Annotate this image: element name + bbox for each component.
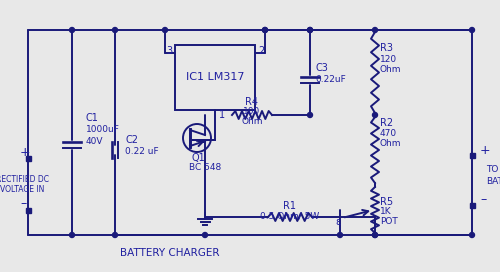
- Text: R2: R2: [380, 118, 393, 128]
- Text: 3: 3: [166, 46, 172, 56]
- Text: +: +: [20, 146, 30, 159]
- Text: 0.5 Ohm/ 5W: 0.5 Ohm/ 5W: [260, 212, 320, 221]
- Circle shape: [202, 233, 207, 237]
- Text: 40V: 40V: [86, 137, 104, 146]
- Text: C2: C2: [125, 135, 138, 145]
- Text: 2: 2: [258, 46, 264, 56]
- Circle shape: [112, 233, 117, 237]
- Text: R5: R5: [380, 197, 393, 207]
- Text: C3: C3: [315, 63, 328, 73]
- Text: POT: POT: [380, 218, 398, 227]
- Text: Q1: Q1: [192, 153, 206, 163]
- Circle shape: [308, 27, 312, 32]
- Circle shape: [308, 27, 312, 32]
- Bar: [175, 45, 255, 110]
- Text: 1000uF: 1000uF: [86, 125, 120, 134]
- Circle shape: [70, 27, 74, 32]
- Text: C1: C1: [86, 113, 99, 123]
- Text: –: –: [21, 197, 27, 211]
- Text: R4: R4: [246, 97, 258, 107]
- Text: 120: 120: [380, 54, 397, 63]
- Text: VOLTAGE IN: VOLTAGE IN: [0, 186, 44, 194]
- Text: R3: R3: [380, 43, 393, 53]
- Text: Ohm: Ohm: [380, 64, 402, 73]
- Circle shape: [470, 27, 474, 32]
- Text: RECTIFIED DC: RECTIFIED DC: [0, 175, 48, 184]
- Circle shape: [372, 233, 378, 237]
- Bar: [26, 156, 30, 160]
- Circle shape: [470, 233, 474, 237]
- Text: BATTERY CHARGER: BATTERY CHARGER: [120, 248, 220, 258]
- Circle shape: [308, 113, 312, 118]
- Text: ε: ε: [336, 217, 340, 227]
- Text: +: +: [480, 144, 490, 156]
- Text: Ohm: Ohm: [380, 140, 402, 149]
- Circle shape: [262, 27, 268, 32]
- Bar: [470, 153, 474, 157]
- Text: TO: TO: [486, 165, 498, 175]
- Text: BATTERY: BATTERY: [486, 177, 500, 186]
- Text: 0.22 uF: 0.22 uF: [125, 147, 158, 156]
- Circle shape: [372, 113, 378, 118]
- Text: 100: 100: [244, 107, 260, 116]
- Text: IC1 LM317: IC1 LM317: [186, 73, 244, 82]
- Circle shape: [162, 27, 168, 32]
- Text: 1K: 1K: [380, 208, 392, 217]
- Circle shape: [338, 233, 342, 237]
- Bar: [470, 202, 474, 208]
- Text: BC 548: BC 548: [189, 162, 221, 172]
- Circle shape: [372, 233, 378, 237]
- Text: R1: R1: [284, 201, 296, 211]
- Text: 0.22uF: 0.22uF: [315, 75, 346, 84]
- Circle shape: [112, 27, 117, 32]
- Text: 470: 470: [380, 129, 397, 138]
- Bar: [26, 208, 30, 212]
- Text: 1: 1: [219, 110, 225, 120]
- Circle shape: [70, 233, 74, 237]
- Circle shape: [262, 27, 268, 32]
- Circle shape: [372, 27, 378, 32]
- Text: –: –: [480, 193, 486, 206]
- Text: Ohm: Ohm: [241, 118, 263, 126]
